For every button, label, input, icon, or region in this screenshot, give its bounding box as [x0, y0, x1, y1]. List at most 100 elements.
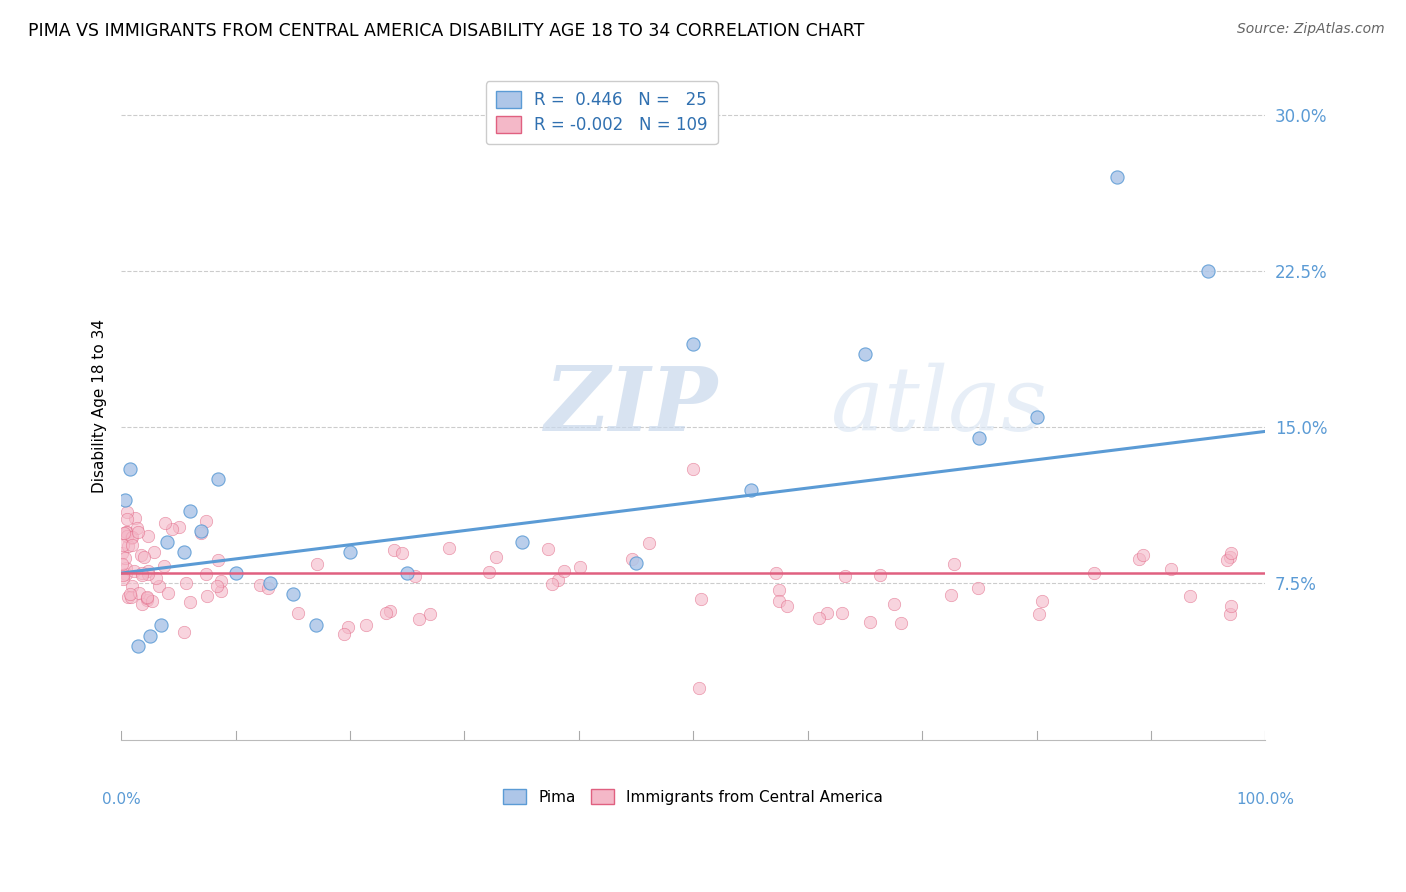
- Point: [153, 558, 176, 573]
- Point: [157, 586, 180, 600]
- Point: [127, 639, 149, 653]
- Point: [112, 537, 135, 551]
- Point: [135, 591, 157, 606]
- Point: [112, 526, 135, 541]
- Point: [1219, 550, 1241, 565]
- Point: [141, 594, 163, 608]
- Point: [859, 615, 882, 629]
- Point: [115, 566, 138, 581]
- Point: [541, 576, 564, 591]
- Point: [136, 590, 159, 604]
- Point: [1025, 409, 1047, 424]
- Point: [307, 557, 329, 571]
- Point: [1220, 599, 1243, 614]
- Point: [115, 512, 138, 526]
- Point: [167, 519, 190, 533]
- Point: [114, 524, 136, 539]
- Point: [1028, 607, 1050, 622]
- Point: [682, 337, 704, 351]
- Point: [939, 588, 962, 602]
- Point: [114, 493, 136, 508]
- Point: [131, 597, 153, 611]
- Point: [115, 529, 138, 543]
- Point: [209, 584, 232, 599]
- Point: [943, 558, 966, 572]
- Point: [624, 556, 647, 570]
- Point: [173, 545, 195, 559]
- Point: [179, 595, 201, 609]
- Point: [1132, 549, 1154, 563]
- Point: [682, 462, 704, 476]
- Point: [194, 566, 217, 581]
- Point: [190, 526, 212, 541]
- Point: [776, 599, 799, 613]
- Point: [162, 522, 184, 536]
- Text: ZIP: ZIP: [544, 363, 718, 450]
- Point: [396, 566, 419, 580]
- Point: [690, 592, 713, 607]
- Point: [768, 582, 790, 597]
- Point: [117, 539, 139, 553]
- Point: [207, 472, 229, 486]
- Point: [883, 597, 905, 611]
- Point: [179, 503, 201, 517]
- Point: [815, 606, 838, 620]
- Point: [1083, 566, 1105, 580]
- Point: [156, 534, 179, 549]
- Point: [209, 574, 232, 588]
- Point: [111, 558, 134, 572]
- Point: [127, 521, 149, 535]
- Point: [150, 618, 173, 632]
- Point: [129, 549, 152, 563]
- Point: [127, 524, 149, 539]
- Point: [1197, 264, 1219, 278]
- Point: [638, 536, 661, 550]
- Point: [174, 575, 197, 590]
- Text: 0.0%: 0.0%: [101, 792, 141, 807]
- Point: [382, 543, 405, 558]
- Point: [117, 591, 139, 605]
- Point: [111, 568, 134, 582]
- Point: [143, 545, 166, 559]
- Point: [834, 569, 856, 583]
- Point: [122, 564, 145, 578]
- Point: [1219, 545, 1241, 559]
- Point: [249, 578, 271, 592]
- Point: [120, 531, 142, 545]
- Point: [139, 629, 162, 643]
- Point: [136, 529, 159, 543]
- Point: [111, 572, 134, 586]
- Point: [391, 546, 413, 560]
- Point: [120, 462, 142, 476]
- Point: [966, 581, 988, 595]
- Point: [437, 541, 460, 555]
- Point: [121, 531, 143, 545]
- Point: [740, 483, 762, 497]
- Point: [1219, 607, 1241, 621]
- Point: [485, 550, 508, 565]
- Y-axis label: Disability Age 18 to 34: Disability Age 18 to 34: [93, 319, 107, 493]
- Point: [807, 611, 830, 625]
- Text: 100.0%: 100.0%: [1236, 792, 1295, 807]
- Point: [136, 564, 159, 578]
- Point: [207, 553, 229, 567]
- Point: [1105, 170, 1128, 185]
- Point: [136, 566, 159, 581]
- Point: [553, 564, 575, 578]
- Point: [354, 618, 377, 632]
- Point: [831, 607, 853, 621]
- Point: [1128, 552, 1150, 566]
- Point: [121, 538, 143, 552]
- Point: [120, 591, 142, 605]
- Point: [173, 624, 195, 639]
- Point: [287, 606, 309, 620]
- Point: [408, 612, 430, 626]
- Point: [568, 560, 591, 574]
- Point: [128, 586, 150, 600]
- Point: [339, 545, 361, 559]
- Point: [537, 541, 560, 556]
- Point: [225, 566, 247, 580]
- Point: [1031, 594, 1053, 608]
- Point: [765, 566, 787, 580]
- Point: [132, 549, 155, 564]
